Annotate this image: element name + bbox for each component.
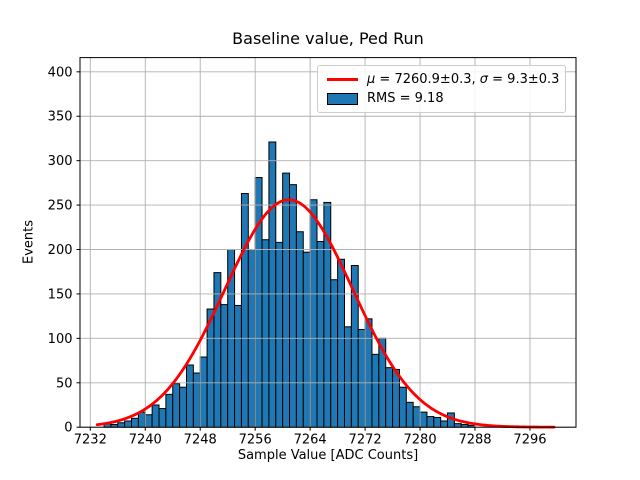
x-tick-label: 7256 — [239, 433, 272, 448]
histogram-bar — [158, 408, 167, 428]
y-tick-label: 250 — [48, 199, 73, 214]
histogram-bar — [240, 193, 249, 428]
legend-rms-label: RMS = 9.18 — [367, 91, 444, 106]
y-tick-label: 350 — [48, 110, 73, 125]
histogram-bar — [213, 272, 222, 428]
x-tick-label: 7264 — [294, 433, 327, 448]
legend-entry-gaussian-fit: μ = 7260.9±0.3, σ = 9.3±0.3 — [327, 72, 560, 87]
histogram-bar — [282, 172, 291, 428]
histogram-bar — [337, 258, 345, 428]
gaussian-fit-curve — [95, 198, 556, 429]
histogram-bar — [117, 422, 126, 428]
histogram-bar — [254, 177, 263, 428]
histogram-bar — [412, 406, 421, 428]
x-axis-label: Sample Value [ADC Counts] — [237, 448, 419, 463]
histogram-bar — [433, 416, 442, 428]
histogram-bar — [165, 393, 174, 428]
histogram-bar — [405, 401, 414, 428]
y-tick-label: 200 — [48, 243, 73, 258]
legend-entry-histogram: RMS = 9.18 — [327, 91, 556, 106]
histogram-bar — [179, 386, 187, 428]
histogram-bar — [172, 383, 181, 428]
x-tick-label: 7280 — [404, 433, 437, 448]
histogram-bar — [192, 372, 201, 428]
histogram-bar — [357, 328, 366, 428]
histogram-bar — [275, 241, 284, 428]
legend-histogram-patch-swatch — [327, 92, 358, 105]
histogram-bar — [453, 423, 462, 428]
legend: μ = 7260.9±0.3, σ = 9.3±0.3 RMS = 9.18 — [317, 65, 566, 113]
x-tick-label: 7240 — [129, 433, 162, 448]
legend-fit-line-swatch — [327, 78, 358, 81]
x-tick-label: 7288 — [458, 433, 491, 448]
chart-title: Baseline value, Ped Run — [232, 29, 424, 48]
histogram-bar — [426, 416, 435, 428]
histogram-bar — [220, 304, 229, 428]
histogram-bar — [295, 231, 304, 428]
histogram-bar — [261, 239, 270, 428]
histogram-bar — [309, 199, 318, 428]
histogram-bar — [302, 251, 311, 428]
histogram-bar — [137, 411, 146, 428]
histogram-bar — [330, 279, 339, 428]
plot-border — [79, 57, 577, 428]
histogram-bar — [385, 367, 394, 428]
histogram-bar — [234, 304, 242, 428]
y-tick-label: 100 — [48, 332, 73, 347]
histogram-bar — [392, 368, 400, 428]
x-tick-label: 7296 — [513, 433, 546, 448]
histogram-bar — [185, 364, 194, 428]
x-tick-label: 7272 — [349, 433, 382, 448]
x-tick-label: 7232 — [74, 433, 107, 448]
histogram-bar — [371, 353, 380, 428]
histogram-bar — [289, 184, 297, 428]
y-axis-label: Events — [21, 219, 37, 265]
histogram-bar — [316, 241, 325, 428]
histogram-bar — [131, 417, 139, 428]
histogram-bar — [151, 404, 160, 428]
legend-fit-label: μ = 7260.9±0.3, σ = 9.3±0.3 — [367, 72, 560, 87]
y-tick-label: 300 — [48, 154, 73, 169]
y-tick-label: 400 — [48, 65, 73, 80]
histogram-bar — [419, 411, 428, 428]
histogram-bar — [199, 356, 208, 428]
y-tick-label: 150 — [48, 287, 73, 302]
histogram-bar — [343, 326, 352, 428]
histogram-bar — [440, 420, 449, 428]
histogram-bar — [364, 318, 373, 428]
histogram-bar — [144, 414, 153, 428]
x-tick-label: 7248 — [184, 433, 217, 448]
y-tick-label: 50 — [56, 376, 73, 391]
histogram-bar — [398, 386, 407, 428]
histogram-bar — [124, 420, 133, 428]
histogram-bar — [268, 141, 277, 428]
y-tick-label: 0 — [64, 421, 72, 436]
